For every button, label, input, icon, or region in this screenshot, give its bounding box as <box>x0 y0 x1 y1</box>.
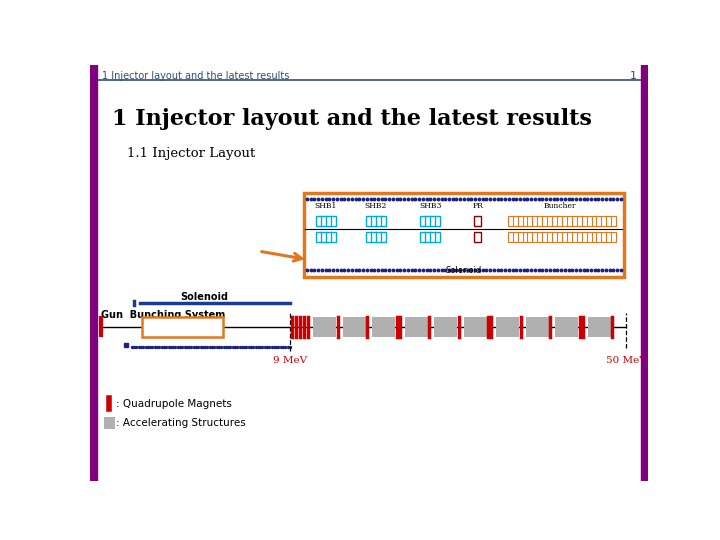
Text: Solenoid: Solenoid <box>181 292 229 302</box>
Bar <box>641 65 648 481</box>
Text: SHB2: SHB2 <box>365 202 387 210</box>
Text: 9 MeV: 9 MeV <box>273 356 307 365</box>
Text: Gun  Bunching System: Gun Bunching System <box>101 310 225 320</box>
Bar <box>315 232 336 242</box>
Bar <box>343 316 366 336</box>
Bar <box>420 232 441 242</box>
Bar <box>372 316 395 336</box>
Bar <box>366 216 386 226</box>
Bar <box>588 316 611 336</box>
Bar <box>90 65 97 481</box>
Bar <box>474 232 481 242</box>
Text: Buncher: Buncher <box>544 202 576 210</box>
Bar <box>508 216 616 226</box>
Bar <box>304 193 624 276</box>
Text: PR: PR <box>473 202 484 210</box>
Text: SHB1: SHB1 <box>315 202 337 210</box>
Bar <box>104 417 114 429</box>
Text: 1: 1 <box>630 71 637 80</box>
Text: : Accelerating Structures: : Accelerating Structures <box>117 418 246 428</box>
Text: : Quadrupole Magnets: : Quadrupole Magnets <box>117 399 233 409</box>
Bar <box>420 216 441 226</box>
Bar <box>405 316 428 336</box>
Bar <box>464 316 487 336</box>
Text: Solenoid: Solenoid <box>446 266 482 275</box>
Bar <box>508 232 616 242</box>
Text: 1 Injector layout and the latest results: 1 Injector layout and the latest results <box>112 107 592 130</box>
Bar <box>555 316 578 336</box>
Bar <box>526 316 549 336</box>
Bar <box>474 216 481 226</box>
Text: 1.1 Injector Layout: 1.1 Injector Layout <box>127 147 256 160</box>
Bar <box>434 316 457 336</box>
Text: SHB3: SHB3 <box>419 202 441 210</box>
Bar <box>313 316 336 336</box>
Text: 50 MeV: 50 MeV <box>606 356 647 365</box>
Bar <box>142 316 223 336</box>
Bar <box>496 316 519 336</box>
Text: 1 Injector layout and the latest results: 1 Injector layout and the latest results <box>102 71 289 80</box>
Bar <box>315 216 336 226</box>
Bar <box>366 232 386 242</box>
